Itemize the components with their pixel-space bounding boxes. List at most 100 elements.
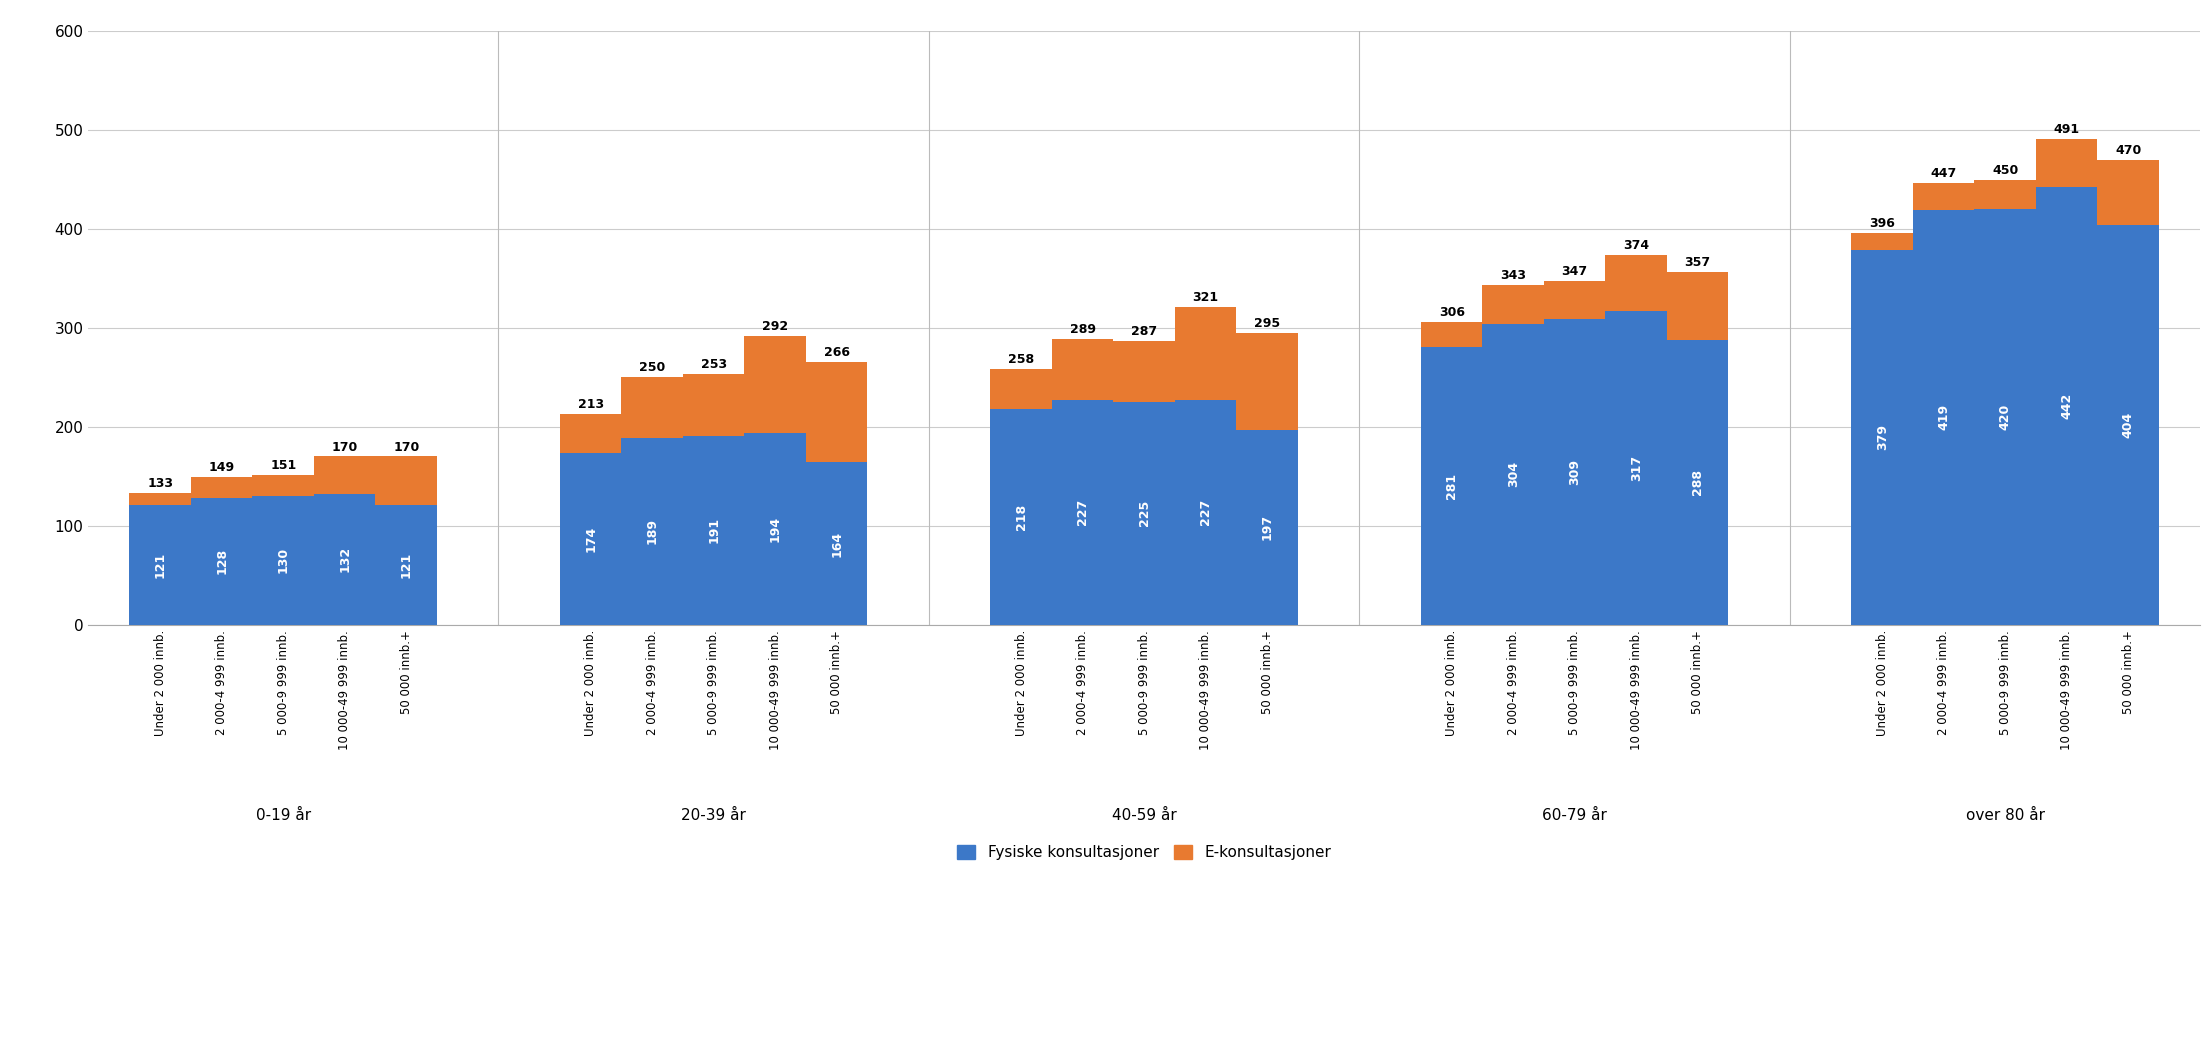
Text: 281: 281 [1446, 473, 1459, 499]
Text: 164: 164 [829, 531, 842, 557]
Text: 396: 396 [1868, 217, 1895, 230]
Text: 197: 197 [1260, 514, 1274, 540]
Bar [745, 433, 807, 625]
Text: 128: 128 [214, 549, 228, 575]
Bar [376, 457, 438, 505]
Text: 189: 189 [646, 518, 659, 544]
Bar [559, 414, 621, 453]
Bar [1605, 311, 1667, 625]
Bar [1543, 319, 1605, 625]
Text: 258: 258 [1008, 354, 1035, 366]
Text: 404: 404 [2123, 411, 2134, 438]
Bar [683, 375, 745, 436]
Text: 266: 266 [825, 346, 849, 358]
Bar [130, 493, 190, 505]
Bar [1422, 322, 1481, 347]
Bar [1605, 255, 1667, 311]
Text: 170: 170 [332, 440, 358, 454]
Bar [376, 505, 438, 625]
Text: 306: 306 [1439, 306, 1464, 319]
Text: 289: 289 [1070, 323, 1097, 336]
Text: 60-79 år: 60-79 år [1543, 808, 1607, 822]
Text: 151: 151 [270, 459, 296, 473]
Bar [1543, 281, 1605, 319]
Text: 40-59 år: 40-59 år [1112, 808, 1176, 822]
Bar [1114, 402, 1174, 625]
Bar [314, 456, 376, 494]
Bar [252, 476, 314, 496]
Text: 121: 121 [155, 552, 166, 578]
Bar [190, 477, 252, 498]
Bar [991, 409, 1052, 625]
Bar [745, 336, 807, 433]
Text: 132: 132 [338, 547, 352, 573]
Bar [1974, 179, 2036, 209]
Text: 149: 149 [208, 461, 234, 475]
Text: 287: 287 [1132, 325, 1156, 337]
Bar [621, 377, 683, 437]
Text: 304: 304 [1506, 461, 1519, 487]
Text: 225: 225 [1139, 501, 1150, 527]
Bar [1913, 210, 1974, 625]
Text: 491: 491 [2054, 123, 2081, 136]
Bar [807, 462, 867, 625]
Text: 227: 227 [1198, 500, 1212, 526]
Text: 250: 250 [639, 361, 666, 375]
Text: over 80 år: over 80 år [1966, 808, 2045, 822]
Bar [1174, 307, 1236, 400]
Text: 470: 470 [2116, 144, 2140, 157]
Text: 130: 130 [276, 548, 290, 574]
Text: 133: 133 [148, 477, 172, 490]
Bar [1236, 430, 1298, 625]
Text: 321: 321 [1192, 291, 1218, 304]
Text: 450: 450 [1992, 163, 2019, 177]
Bar [807, 361, 867, 462]
Bar [559, 453, 621, 625]
Text: 374: 374 [1623, 238, 1649, 252]
Bar [2036, 139, 2098, 187]
Legend: Fysiske konsultasjoner, E-konsultasjoner: Fysiske konsultasjoner, E-konsultasjoner [951, 839, 1338, 866]
Text: 379: 379 [1875, 424, 1888, 450]
Text: 442: 442 [2061, 392, 2074, 420]
Bar [1174, 400, 1236, 625]
Text: 213: 213 [577, 398, 604, 411]
Bar [1052, 338, 1114, 400]
Bar [190, 498, 252, 625]
Text: 343: 343 [1501, 270, 1526, 282]
Text: 420: 420 [1999, 404, 2012, 430]
Text: 292: 292 [763, 320, 789, 333]
Text: 317: 317 [1630, 455, 1643, 481]
Text: 194: 194 [769, 515, 783, 541]
Text: 174: 174 [584, 526, 597, 552]
Bar [1114, 340, 1174, 402]
Bar [1851, 250, 1913, 625]
Text: 20-39 år: 20-39 år [681, 808, 745, 822]
Text: 347: 347 [1561, 265, 1587, 278]
Bar [314, 494, 376, 625]
Text: 191: 191 [708, 517, 721, 543]
Bar [2098, 225, 2158, 625]
Bar [1974, 209, 2036, 625]
Bar [1851, 233, 1913, 250]
Bar [252, 496, 314, 625]
Bar [1422, 347, 1481, 625]
Bar [683, 436, 745, 625]
Text: 0-19 år: 0-19 år [256, 808, 312, 822]
Text: 218: 218 [1015, 504, 1028, 530]
Bar [1052, 400, 1114, 625]
Bar [1481, 324, 1543, 625]
Text: 357: 357 [1685, 256, 1711, 269]
Text: 121: 121 [400, 552, 413, 578]
Bar [1481, 285, 1543, 324]
Bar [1667, 339, 1729, 625]
Bar [2098, 159, 2158, 225]
Bar [991, 370, 1052, 409]
Text: 419: 419 [1937, 404, 1950, 431]
Text: 253: 253 [701, 358, 727, 372]
Bar [1236, 333, 1298, 430]
Bar [1913, 182, 1974, 210]
Bar [2036, 187, 2098, 625]
Bar [621, 437, 683, 625]
Text: 295: 295 [1254, 316, 1280, 330]
Text: 227: 227 [1077, 500, 1090, 526]
